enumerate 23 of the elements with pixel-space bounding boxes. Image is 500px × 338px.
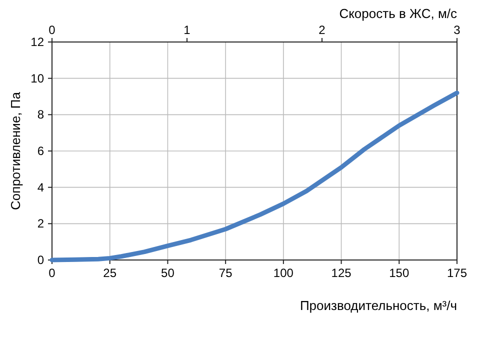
x-tick-label: 100 [273, 266, 294, 280]
x-tick-label: 75 [218, 266, 233, 280]
y-tick-label: 8 [37, 108, 44, 122]
y-tick-label: 4 [37, 180, 44, 194]
x-axis-title: Производительность, м³/ч [300, 298, 457, 313]
y-tick-label: 0 [37, 253, 44, 267]
y-tick-label: 10 [30, 71, 44, 86]
x-tick-label: 50 [161, 266, 175, 280]
x2-tick-label: 0 [48, 23, 56, 37]
y-axis-title: Сопротивление, Па [8, 91, 23, 210]
x2-tick-label: 2 [318, 23, 326, 37]
y-tick-label: 6 [37, 144, 44, 158]
x-tick-label: 0 [48, 266, 56, 280]
y-tick-label: 2 [37, 216, 44, 231]
line-series [50, 90, 460, 262]
x-tick-label: 125 [331, 266, 352, 280]
x-tick-label: 25 [103, 266, 117, 280]
x2-axis-title: Скорость в ЖС, м/с [339, 6, 458, 21]
x-tick-label: 150 [389, 266, 410, 280]
y-tick-label: 12 [30, 35, 44, 49]
x2-tick-label: 3 [454, 23, 461, 37]
x2-tick-label: 1 [184, 23, 191, 37]
x-tick-label: 175 [446, 266, 468, 280]
